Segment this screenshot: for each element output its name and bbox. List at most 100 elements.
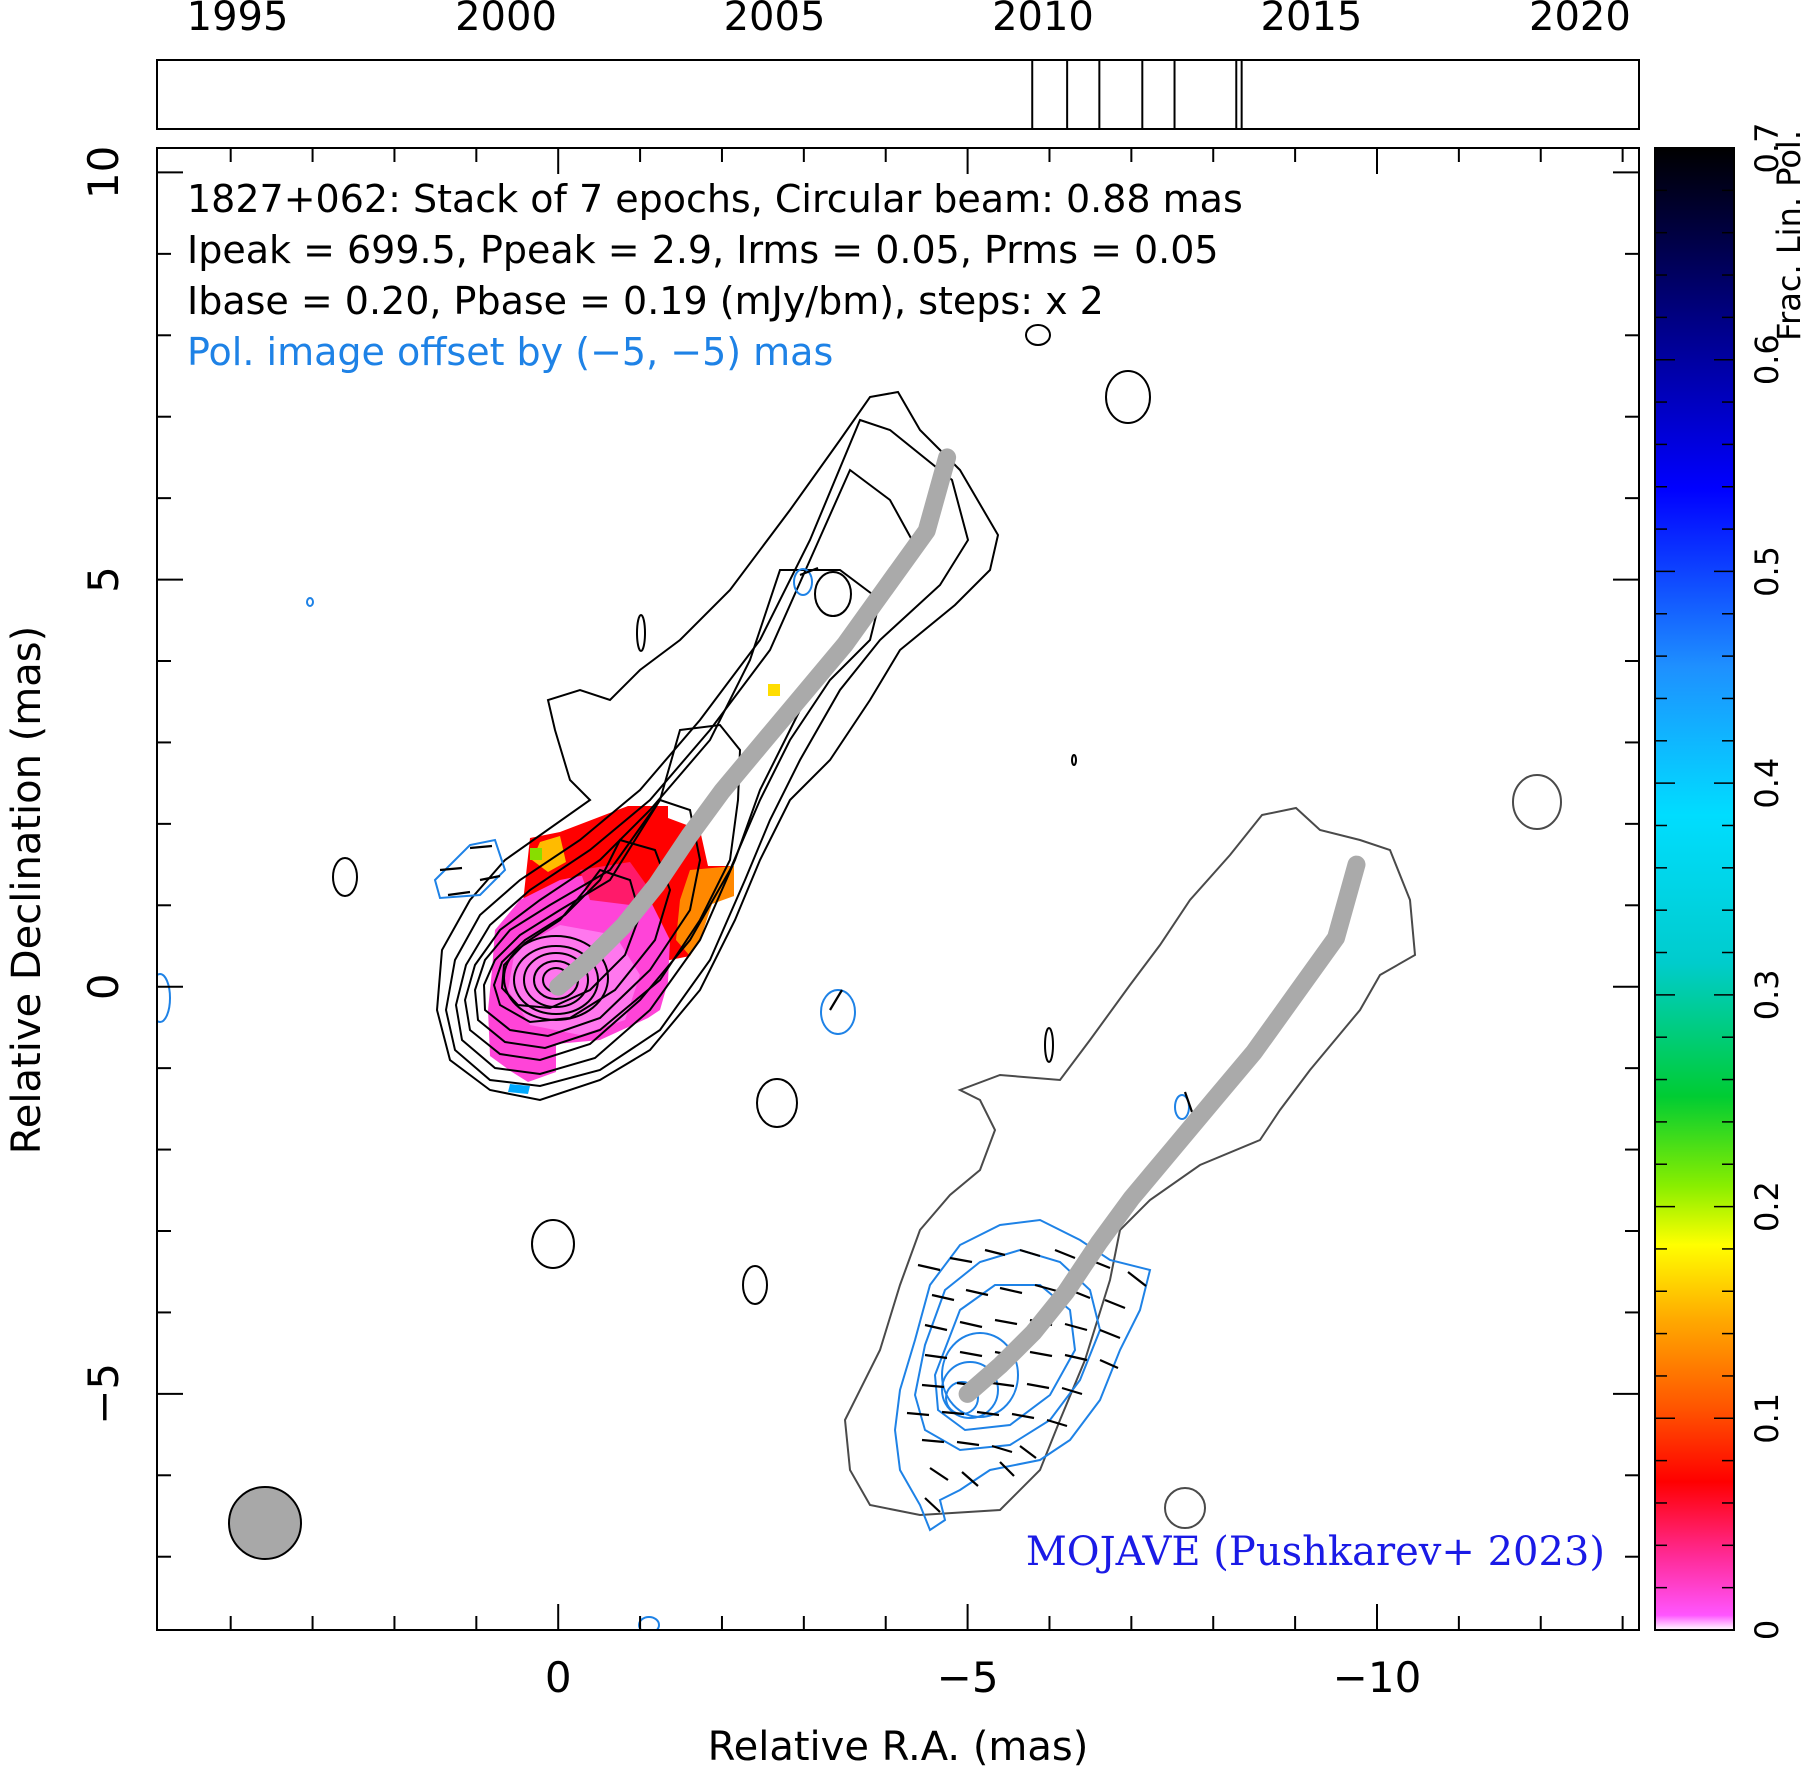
pol-noise-contour-2 xyxy=(820,989,856,1035)
noise-contour-2 xyxy=(1025,324,1051,346)
stokes-i-contour-2 xyxy=(444,418,970,1088)
pol-contour-1 xyxy=(893,1218,1152,1532)
evpa-tick xyxy=(469,844,493,850)
timeline-year-labels: 1995 2000 2005 2010 2015 2020 xyxy=(187,0,1631,40)
annotation-line-3: Ibase = 0.20, Pbase = 0.19 (mJy/bm), ste… xyxy=(187,279,1104,323)
evpa-tick xyxy=(976,1410,1000,1417)
timeline-year-label: 2010 xyxy=(992,0,1094,40)
evpa-tick xyxy=(906,1411,930,1417)
timeline-panel: 1995 2000 2005 2010 2015 2020 xyxy=(156,0,1640,130)
evpa-tick xyxy=(965,1288,989,1297)
noise-contour-9 xyxy=(1071,754,1077,766)
evpa-tick xyxy=(1026,1382,1050,1390)
evpa-tick xyxy=(921,1383,945,1389)
jet-ridgeline xyxy=(549,448,957,996)
timeline-frame xyxy=(156,59,1640,130)
evpa-tick xyxy=(1019,1248,1041,1258)
ridgeline-layer xyxy=(549,448,1366,1403)
x-tick-label: −10 xyxy=(1333,1653,1422,1702)
pol-contour-5 xyxy=(941,1361,999,1419)
pol-contour-3 xyxy=(933,1284,1077,1432)
offset-total-intensity-contours xyxy=(843,774,1562,1529)
x-axis-label: Relative R.A. (mas) xyxy=(708,1724,1089,1770)
y-tick-label: 0 xyxy=(79,973,128,1000)
stokes-i-core-ring-2 xyxy=(513,945,599,1015)
noise-contour-3 xyxy=(332,857,358,897)
colorbar-label: Frac. Lin. Pol. xyxy=(1770,130,1808,341)
total-intensity-contours xyxy=(332,324,1151,1305)
noise-contour-6 xyxy=(531,1219,575,1269)
evpa-tick xyxy=(949,1256,973,1264)
evpa-tick xyxy=(921,1438,945,1444)
annotation-line-1: 1827+062: Stack of 7 epochs, Circular be… xyxy=(187,177,1243,221)
colorbar-tick-label: 0.5 xyxy=(1748,546,1786,597)
evpa-tick xyxy=(1064,1322,1088,1332)
colorbar-tick-label: 0.6 xyxy=(1748,334,1786,385)
timeline-year-label: 2015 xyxy=(1261,0,1363,40)
evpa-tick xyxy=(917,1263,941,1272)
evpa-tick xyxy=(479,874,501,882)
evpa-tick xyxy=(959,1320,983,1329)
evpa-tick xyxy=(1099,1358,1119,1370)
offset-noise-contour-1 xyxy=(1512,774,1562,830)
stokes-i-knot xyxy=(814,571,852,617)
evpa-tick xyxy=(991,1444,1013,1454)
evpa-tick xyxy=(1019,1445,1037,1459)
y-tick-label: 5 xyxy=(79,566,128,593)
pol-noise-contour-5 xyxy=(306,597,314,607)
map-frame xyxy=(156,147,1640,1631)
timeline-year-label: 2005 xyxy=(724,0,826,40)
offset-stokes-i-contour xyxy=(843,806,1417,1517)
timeline-year-label: 1995 xyxy=(187,0,289,40)
evpa-tick xyxy=(1064,1353,1088,1362)
evpa-tick xyxy=(439,866,463,872)
evpa-tick xyxy=(829,989,843,1011)
beam-ellipse xyxy=(228,1486,302,1560)
evpa-tick xyxy=(941,1410,965,1416)
evpa-tick xyxy=(1034,1283,1058,1293)
noise-contour-1 xyxy=(1105,370,1151,424)
evpa-tick xyxy=(961,1471,979,1487)
map-panel: 0 −5 −10 10 5 0 −5 1827+062: Stack of 7 epochs… xyxy=(4,146,1640,1770)
evpa-tick xyxy=(1046,1418,1068,1428)
colorbar: 0 0.1 0.2 0.3 0.4 0.5 0.6 0.7 Frac. Lin. Pol. xyxy=(1654,123,1808,1640)
evpa-tick xyxy=(999,1286,1023,1295)
y-tick-label: 10 xyxy=(79,146,128,199)
axis-ticks xyxy=(157,148,1639,1630)
x-tick-label: 0 xyxy=(545,1653,572,1702)
colorbar-tick-label: 0.1 xyxy=(1748,1393,1786,1444)
noise-contour-5 xyxy=(756,1078,798,1128)
evpa-tick xyxy=(1061,1386,1083,1396)
evpa-tick xyxy=(994,1318,1018,1326)
axis-tick-labels: 0 −5 −10 10 5 0 −5 xyxy=(79,146,1421,1702)
evpa-tick xyxy=(956,1440,980,1447)
stokes-i-core-ring-3 xyxy=(523,952,589,1008)
timeline-year-label: 2000 xyxy=(455,0,557,40)
noise-contour-7 xyxy=(742,1265,768,1305)
stokes-i-contour-6 xyxy=(482,798,702,1038)
evpa-tick xyxy=(1104,1298,1126,1310)
noise-contour-8 xyxy=(1044,1027,1054,1063)
evpa-tick xyxy=(991,1381,1015,1388)
evpa-tick xyxy=(924,1497,941,1513)
polarized-intensity-contours xyxy=(157,568,1190,1630)
frac-pol-yellow-region xyxy=(532,836,566,872)
pol-noise-contour-3 xyxy=(1174,1094,1190,1120)
colorbar-tick-label: 0.4 xyxy=(1748,758,1786,809)
colorbar-frame xyxy=(1654,147,1735,1631)
stokes-i-contour-5 xyxy=(473,723,742,1050)
evpa-tick xyxy=(1029,1350,1053,1358)
offset-jet-ridgeline xyxy=(958,855,1366,1403)
colorbar-tick-label: 0.3 xyxy=(1748,969,1786,1020)
stokes-i-contour-1 xyxy=(435,390,1000,1102)
noise-contour-4 xyxy=(636,614,646,652)
evpa-tick xyxy=(1054,1248,1076,1260)
stokes-i-core-ring-1 xyxy=(503,935,609,1021)
colorbar-ticks xyxy=(1655,147,1734,1631)
stokes-i-contour-7 xyxy=(492,838,672,1024)
annotation-line-4: Pol. image offset by (−5, −5) mas xyxy=(187,330,833,374)
annotation-line-2: Ipeak = 699.5, Ppeak = 2.9, Irms = 0.05,… xyxy=(187,228,1219,272)
evpa-tick xyxy=(447,890,471,897)
evpa-tick xyxy=(1127,1271,1147,1287)
